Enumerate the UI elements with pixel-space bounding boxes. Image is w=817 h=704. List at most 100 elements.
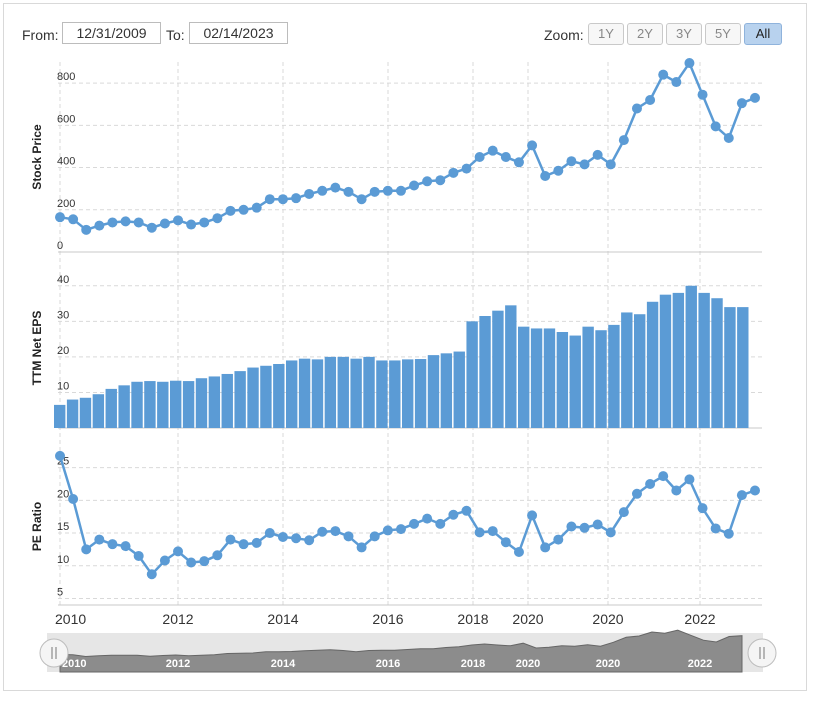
stock-price-point[interactable]	[186, 219, 197, 230]
pe-ratio-point[interactable]	[605, 527, 616, 538]
stock-price-point[interactable]	[527, 140, 538, 151]
stock-price-point[interactable]	[159, 218, 170, 229]
stock-price-point[interactable]	[107, 217, 118, 228]
eps-bar[interactable]	[195, 378, 208, 428]
pe-ratio-point[interactable]	[697, 503, 708, 514]
stock-price-point[interactable]	[409, 180, 420, 191]
pe-ratio-point[interactable]	[107, 539, 118, 550]
stock-price-point[interactable]	[277, 194, 288, 205]
stock-price-point[interactable]	[55, 212, 65, 223]
eps-bar[interactable]	[440, 353, 453, 428]
eps-bar[interactable]	[402, 359, 414, 428]
pe-ratio-point[interactable]	[645, 478, 656, 489]
pe-ratio-point[interactable]	[487, 526, 498, 537]
pe-ratio-point[interactable]	[435, 518, 446, 529]
eps-bar[interactable]	[427, 355, 440, 428]
eps-bar[interactable]	[698, 292, 710, 428]
pe-ratio-point[interactable]	[395, 524, 406, 535]
navigator-right-handle[interactable]	[747, 638, 777, 668]
stock-price-point[interactable]	[369, 186, 380, 197]
eps-bar[interactable]	[621, 312, 633, 428]
pe-ratio-point[interactable]	[513, 547, 524, 558]
pe-ratio-point[interactable]	[658, 471, 669, 482]
eps-bar[interactable]	[646, 301, 659, 428]
stock-price-point[interactable]	[317, 185, 328, 196]
stock-price-point[interactable]	[120, 216, 131, 227]
pe-ratio-point[interactable]	[566, 521, 577, 532]
stock-price-point[interactable]	[133, 217, 144, 228]
eps-bar[interactable]	[221, 373, 233, 428]
stock-price-point[interactable]	[251, 202, 262, 213]
pe-ratio-point[interactable]	[684, 474, 695, 485]
pe-ratio-point[interactable]	[55, 450, 65, 461]
stock-price-point[interactable]	[422, 176, 433, 187]
eps-bar[interactable]	[298, 358, 311, 428]
eps-bar[interactable]	[234, 371, 246, 428]
stock-price-point[interactable]	[238, 204, 249, 215]
stock-price-point[interactable]	[474, 152, 485, 162]
pe-ratio-point[interactable]	[304, 535, 315, 546]
eps-bar[interactable]	[634, 314, 646, 428]
stock-price-point[interactable]	[500, 152, 511, 162]
pe-ratio-point[interactable]	[81, 544, 92, 555]
stock-price-point[interactable]	[435, 175, 446, 186]
eps-bar[interactable]	[595, 330, 607, 428]
pe-ratio-point[interactable]	[448, 509, 459, 520]
eps-bar[interactable]	[260, 365, 272, 428]
pe-ratio-point[interactable]	[579, 522, 590, 533]
pe-ratio-point[interactable]	[356, 542, 367, 553]
stock-price-point[interactable]	[513, 157, 524, 168]
stock-price-point[interactable]	[658, 69, 669, 80]
pe-ratio-point[interactable]	[369, 531, 380, 542]
pe-ratio-point[interactable]	[409, 518, 420, 529]
eps-bar[interactable]	[711, 298, 723, 428]
pe-ratio-point[interactable]	[225, 534, 236, 545]
stock-price-point[interactable]	[579, 159, 590, 170]
pe-ratio-point[interactable]	[382, 525, 393, 536]
eps-bar[interactable]	[54, 404, 66, 428]
stock-price-point[interactable]	[330, 182, 341, 193]
eps-bar[interactable]	[170, 380, 182, 428]
eps-bar[interactable]	[376, 360, 388, 428]
eps-bar[interactable]	[105, 388, 117, 428]
stock-price-point[interactable]	[723, 133, 734, 143]
pe-ratio-point[interactable]	[422, 513, 433, 524]
stock-price-point[interactable]	[68, 214, 79, 225]
stock-price-point[interactable]	[395, 185, 406, 196]
stock-price-point[interactable]	[697, 89, 708, 100]
stock-price-point[interactable]	[81, 224, 92, 235]
stock-price-point[interactable]	[710, 121, 721, 132]
stock-price-point[interactable]	[356, 194, 367, 205]
eps-bar[interactable]	[608, 324, 620, 428]
pe-ratio-point[interactable]	[736, 490, 747, 501]
eps-bar[interactable]	[582, 326, 594, 428]
eps-bar[interactable]	[286, 360, 298, 428]
pe-ratio-point[interactable]	[671, 485, 682, 496]
eps-bar[interactable]	[414, 359, 427, 428]
stock-price-point[interactable]	[343, 186, 354, 197]
stock-price-point[interactable]	[212, 213, 223, 224]
pe-ratio-point[interactable]	[133, 550, 144, 561]
eps-bar[interactable]	[157, 381, 169, 428]
eps-bar[interactable]	[247, 367, 259, 428]
stock-price-point[interactable]	[645, 95, 656, 105]
eps-bar[interactable]	[144, 381, 156, 428]
eps-bar[interactable]	[479, 316, 491, 428]
stock-price-point[interactable]	[736, 98, 747, 109]
pe-ratio-point[interactable]	[343, 531, 354, 542]
eps-bar[interactable]	[569, 335, 581, 428]
eps-bar[interactable]	[518, 326, 530, 428]
stock-price-point[interactable]	[225, 205, 236, 216]
stock-price-point[interactable]	[173, 215, 184, 226]
pe-ratio-point[interactable]	[120, 541, 131, 552]
eps-bar[interactable]	[182, 381, 195, 428]
stock-price-point[interactable]	[540, 171, 551, 181]
eps-bar[interactable]	[685, 285, 697, 428]
stock-price-point[interactable]	[448, 167, 459, 178]
stock-price-point[interactable]	[461, 163, 472, 174]
stock-price-point[interactable]	[146, 222, 157, 233]
zoom-1y-button[interactable]: 1Y	[588, 23, 624, 45]
stock-price-point[interactable]	[671, 77, 682, 88]
zoom-5y-button[interactable]: 5Y	[705, 23, 741, 45]
zoom-2y-button[interactable]: 2Y	[627, 23, 663, 45]
